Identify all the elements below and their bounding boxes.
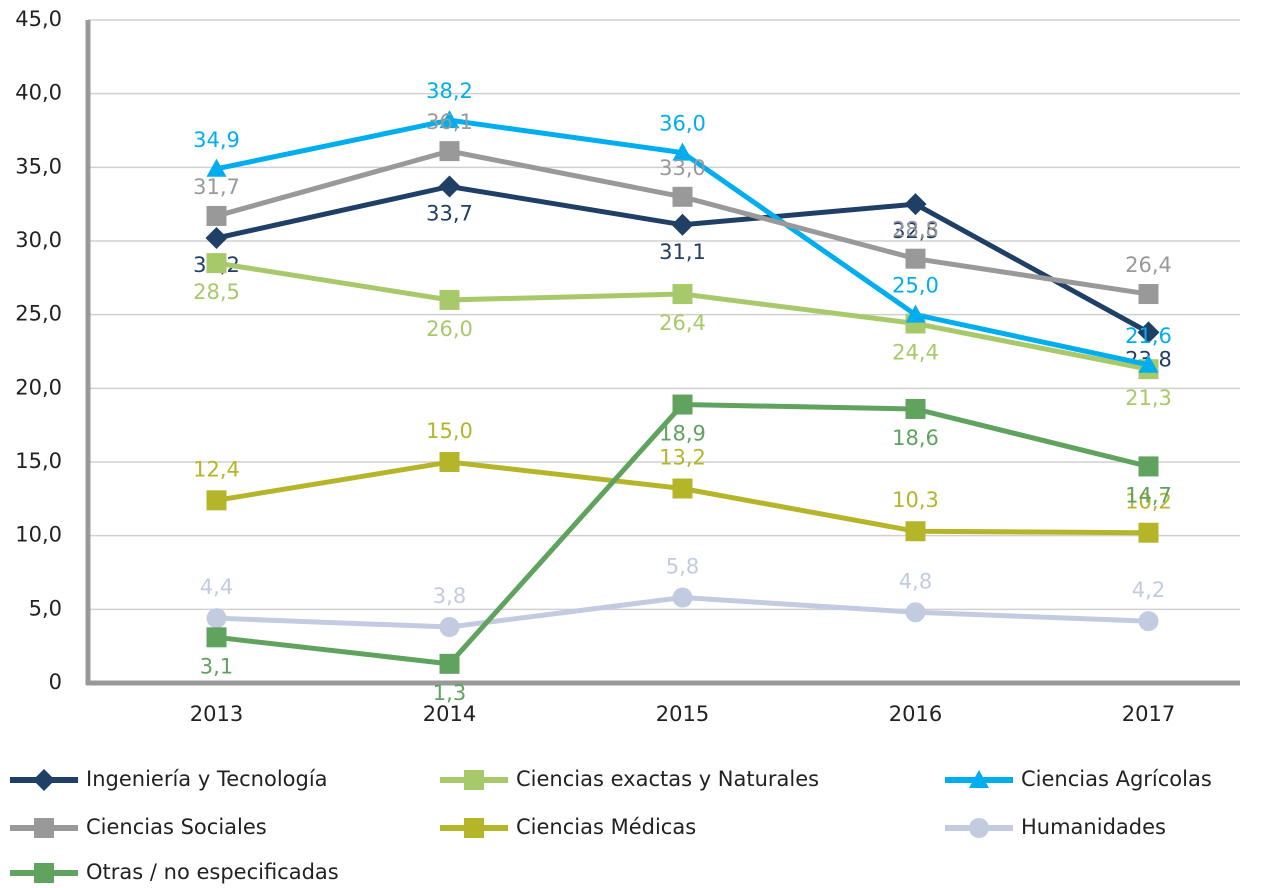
marker xyxy=(672,394,693,415)
marker xyxy=(1138,611,1159,632)
data-label: 26,4 xyxy=(659,311,706,335)
marker xyxy=(969,770,989,788)
marker xyxy=(464,770,484,790)
marker xyxy=(438,175,461,198)
data-label: 28,5 xyxy=(193,280,240,304)
data-label: 3,8 xyxy=(433,584,466,608)
data-label: 26,4 xyxy=(1125,253,1172,277)
marker xyxy=(672,142,693,161)
marker xyxy=(905,602,926,623)
data-label: 25,0 xyxy=(892,274,939,298)
data-label: 31,1 xyxy=(659,240,706,264)
data-label: 18,9 xyxy=(659,422,706,446)
legend-label: Ciencias Agrícolas xyxy=(1021,767,1212,791)
data-label: 5,8 xyxy=(666,555,699,579)
y-tick-label: 30,0 xyxy=(15,228,62,252)
y-tick-label: 0 xyxy=(49,670,62,694)
data-label: 10,2 xyxy=(1125,490,1172,514)
data-label: 1,3 xyxy=(433,681,466,705)
marker xyxy=(672,186,693,207)
marker xyxy=(1138,284,1159,305)
data-label: 36,0 xyxy=(659,112,706,136)
marker xyxy=(33,769,55,791)
x-tick-label: 2017 xyxy=(1122,702,1175,726)
y-tick-label: 20,0 xyxy=(15,375,62,399)
legend-label: Ciencias exactas y Naturales xyxy=(516,767,819,791)
data-label: 36,1 xyxy=(426,110,473,134)
marker xyxy=(672,478,693,499)
legend-label: Ingeniería y Tecnología xyxy=(86,767,328,791)
marker xyxy=(439,110,460,129)
data-label: 21,3 xyxy=(1125,386,1172,410)
marker xyxy=(464,818,484,838)
marker xyxy=(439,289,460,310)
marker xyxy=(34,863,54,883)
marker xyxy=(439,653,460,674)
marker xyxy=(439,617,460,638)
marker xyxy=(905,248,926,269)
y-tick-label: 35,0 xyxy=(15,154,62,178)
marker xyxy=(206,490,227,511)
data-label: 15,0 xyxy=(426,419,473,443)
marker xyxy=(969,818,989,838)
legend-label: Humanidades xyxy=(1021,815,1166,839)
y-tick-label: 45,0 xyxy=(15,7,62,31)
marker xyxy=(206,205,227,226)
data-label: 10,3 xyxy=(892,488,939,512)
y-tick-label: 40,0 xyxy=(15,81,62,105)
marker xyxy=(206,253,227,274)
data-label: 33,7 xyxy=(426,201,473,225)
x-tick-label: 2013 xyxy=(190,702,243,726)
data-label: 38,2 xyxy=(426,79,473,103)
marker xyxy=(672,587,693,608)
legend-label: Ciencias Sociales xyxy=(86,815,267,839)
marker xyxy=(34,818,54,838)
marker xyxy=(206,158,227,177)
marker xyxy=(904,193,927,216)
x-tick-label: 2016 xyxy=(889,702,942,726)
marker xyxy=(905,521,926,542)
data-label: 31,7 xyxy=(193,175,240,199)
data-label: 26,0 xyxy=(426,317,473,341)
legend-label: Otras / no especificadas xyxy=(86,860,339,884)
marker xyxy=(205,227,228,250)
data-label: 18,6 xyxy=(892,426,939,450)
data-label: 4,8 xyxy=(899,569,932,593)
data-label: 32,5 xyxy=(892,219,939,243)
marker xyxy=(1138,354,1159,373)
marker xyxy=(206,608,227,629)
data-label: 12,4 xyxy=(193,457,240,481)
marker xyxy=(1138,522,1159,543)
x-tick-label: 2015 xyxy=(656,702,709,726)
data-label: 24,4 xyxy=(892,341,939,365)
marker xyxy=(1138,456,1159,477)
legend-label: Ciencias Médicas xyxy=(516,815,696,839)
marker xyxy=(905,398,926,419)
data-label: 33,0 xyxy=(659,156,706,180)
data-label: 21,6 xyxy=(1125,324,1172,348)
marker xyxy=(672,284,693,305)
y-tick-label: 10,0 xyxy=(15,523,62,547)
data-label: 4,2 xyxy=(1132,578,1165,602)
data-label: 3,1 xyxy=(200,654,233,678)
marker xyxy=(439,452,460,472)
data-label: 28,8 xyxy=(892,218,939,242)
data-label: 4,4 xyxy=(200,575,233,599)
y-tick-label: 15,0 xyxy=(15,449,62,473)
data-label: 13,2 xyxy=(659,446,706,470)
marker xyxy=(1137,321,1160,344)
marker xyxy=(905,304,926,323)
marker xyxy=(671,213,694,236)
marker xyxy=(206,627,227,648)
data-label: 34,9 xyxy=(193,128,240,152)
data-label: 14,7 xyxy=(1125,483,1172,507)
y-tick-label: 25,0 xyxy=(15,302,62,326)
x-tick-label: 2014 xyxy=(423,702,476,726)
y-tick-label: 5,0 xyxy=(29,596,62,620)
marker xyxy=(439,141,460,162)
